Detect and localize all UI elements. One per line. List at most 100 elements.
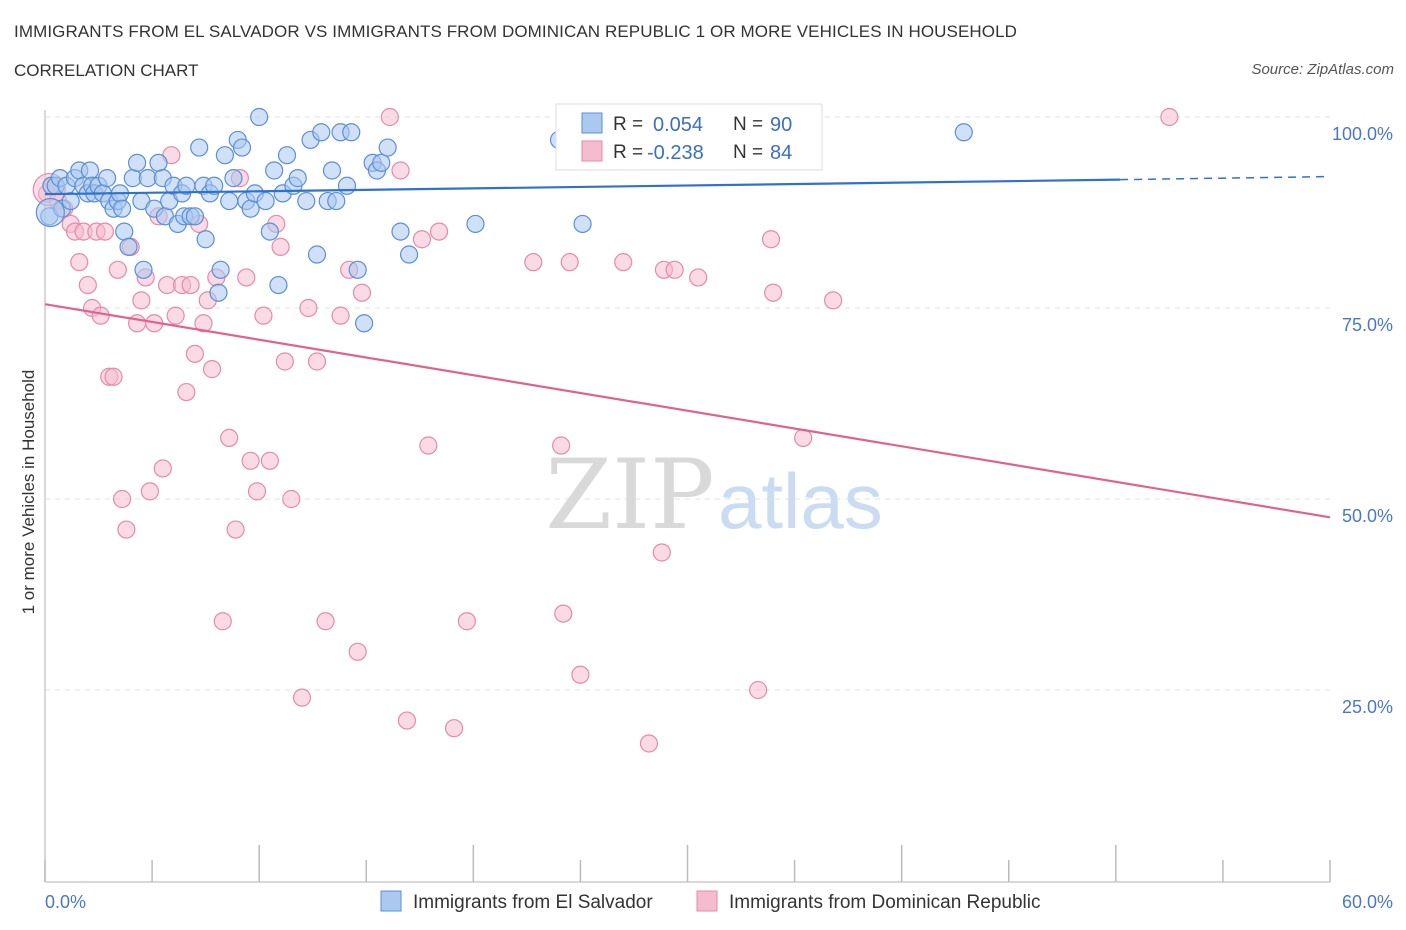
pink-point-61 — [397, 711, 417, 730]
pink-series-points — [32, 107, 1179, 753]
blue-trend-line — [44, 178, 1121, 196]
pink-point-42 — [237, 268, 256, 287]
pink-point-11 — [91, 306, 110, 325]
pink-point-30 — [177, 382, 196, 402]
legend-swatch-blue — [581, 112, 603, 134]
watermark-zip: ZIP — [545, 439, 714, 551]
pink-point-69 — [554, 604, 573, 623]
chart-title: IMMIGRANTS FROM EL SALVADOR VS IMMIGRANT… — [14, 22, 1018, 41]
pink-point-83 — [1160, 107, 1179, 127]
x-tick-label-60: 60.0% — [1342, 892, 1393, 912]
blue-point-41 — [190, 138, 209, 157]
blue-point-45 — [205, 176, 224, 195]
x-ticks — [44, 845, 1331, 882]
pink-point-67 — [524, 253, 543, 272]
pink-point-48 — [271, 237, 290, 256]
legend-n-value-pink: 84 — [770, 142, 792, 164]
pink-point-53 — [307, 352, 327, 371]
pink-point-55 — [331, 306, 350, 325]
legend-r-value-pink: -0.238 — [647, 142, 704, 164]
blue-point-65 — [297, 191, 316, 211]
stats-legend: R = 0.054 N = 90 R = -0.238 N = 84 — [555, 103, 823, 171]
legend-r-label-blue: R = — [613, 114, 643, 135]
pink-point-8 — [78, 275, 97, 295]
watermark: ZIP atlas — [545, 439, 882, 551]
pink-point-38 — [213, 612, 232, 631]
blue-point-46 — [209, 283, 228, 302]
pink-point-58 — [352, 283, 372, 302]
y-tick-label-25: 25.0% — [1342, 697, 1393, 717]
blue-point-49 — [220, 191, 239, 211]
pink-point-71 — [571, 665, 590, 684]
blue-point-21 — [112, 199, 132, 218]
pink-point-66 — [457, 612, 477, 631]
blue-point-58 — [260, 222, 279, 241]
pink-point-76 — [665, 260, 684, 279]
pink-point-59 — [380, 107, 399, 127]
blue-point-81 — [391, 222, 410, 241]
pink-point-16 — [112, 489, 132, 509]
series-legend-swatch-blue — [380, 890, 402, 912]
trend-lines — [44, 175, 1331, 519]
blue-point-79 — [372, 153, 391, 172]
pink-point-36 — [202, 360, 222, 379]
legend-r-value-blue: 0.054 — [653, 114, 703, 136]
pink-point-52 — [299, 298, 318, 318]
blue-point-82 — [399, 245, 419, 264]
legend-swatch-pink — [581, 140, 603, 162]
blue-point-70 — [322, 161, 342, 180]
pink-point-62 — [412, 230, 432, 249]
pink-point-15 — [108, 260, 127, 279]
pink-point-6 — [70, 253, 89, 272]
watermark-atlas: atlas — [718, 457, 883, 545]
pink-point-14 — [104, 367, 123, 386]
legend-n-label-blue: N = — [733, 114, 763, 135]
pink-point-74 — [652, 543, 671, 562]
blue-point-30 — [149, 153, 168, 172]
blue-point-11 — [80, 161, 100, 180]
pink-point-22 — [140, 482, 160, 501]
blue-point-67 — [307, 245, 327, 264]
x-tick-label-0: 0.0% — [45, 892, 86, 912]
blue-point-16 — [98, 169, 117, 188]
pink-point-34 — [194, 314, 213, 333]
pink-point-50 — [282, 489, 301, 509]
blue-point-64 — [288, 169, 307, 188]
y-tick-label-50: 50.0% — [1342, 506, 1393, 526]
blue-point-43 — [196, 230, 215, 249]
series-legend-label-blue: Immigrants from El Salvador — [413, 892, 653, 913]
y-axis-label: 1 or more Vehicles in Household — [19, 370, 38, 615]
pink-point-25 — [153, 459, 172, 478]
pink-point-32 — [185, 344, 205, 363]
pink-point-65 — [444, 719, 464, 738]
pink-point-79 — [761, 230, 781, 249]
pink-point-39 — [220, 428, 239, 447]
series-legend-swatch-pink — [696, 890, 718, 912]
pink-trend-line — [44, 303, 1331, 519]
pink-point-46 — [260, 451, 279, 470]
blue-point-52 — [232, 138, 252, 157]
blue-point-59 — [265, 161, 284, 180]
blue-point-60 — [269, 275, 288, 295]
blue-trend-line-extension — [1120, 175, 1331, 181]
pink-point-70 — [560, 253, 579, 272]
source-label: Source: ZipAtlas.com — [1251, 61, 1394, 78]
blue-point-54 — [241, 199, 260, 218]
pink-point-57 — [348, 642, 367, 661]
blue-point-83 — [466, 214, 485, 234]
blue-point-74 — [342, 123, 361, 142]
blue-point-68 — [312, 123, 331, 142]
blue-point-75 — [348, 260, 367, 279]
pink-point-45 — [254, 306, 273, 325]
blue-point-85 — [573, 214, 592, 234]
blue-point-47 — [211, 260, 230, 279]
legend-r-label-pink: R = — [613, 142, 643, 163]
blue-point-76 — [355, 314, 374, 333]
blue-point-56 — [250, 107, 269, 127]
blue-point-86 — [954, 123, 973, 142]
y-tick-labels: 25.0% 50.0% 75.0% 100.0% — [1332, 124, 1393, 717]
series-legend: Immigrants from El Salvador Immigrants f… — [380, 890, 1041, 913]
pink-point-20 — [132, 291, 151, 310]
pink-point-40 — [226, 520, 245, 539]
blue-point-62 — [277, 146, 297, 165]
